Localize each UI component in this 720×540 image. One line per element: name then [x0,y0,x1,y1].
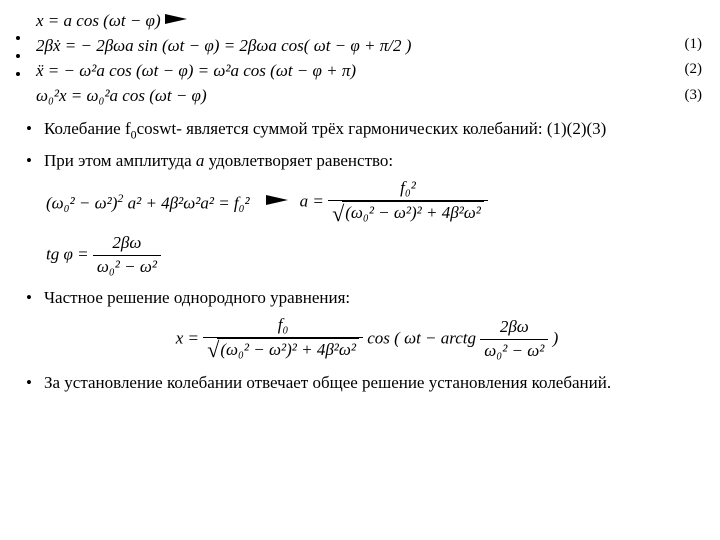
eq-label-3: (3) [685,85,703,105]
tg-num: 2βω [93,232,161,256]
equation-1: 2βẋ = − 2βωa sin (ωt − φ) = 2βωa cos( ωt… [36,35,690,58]
eq-label-1: (1) [685,34,703,54]
equation-2-text: ẍ = − ω²a cos (ωt − φ) = ω²a cos (ωt − φ… [36,60,356,83]
amplitude-formula: (ω₀² − ω²)2 a² + 4β²ω²a² = f₀² a = f₀² √… [46,177,690,279]
arrow-icon [165,10,187,33]
bullet-homogeneous: Частное решение однородного уравнения: x… [44,287,690,365]
bullet-homogeneous-text: Частное решение однородного уравнения: [44,288,350,307]
tg-phi: tg φ = 2βω ω₀² − ω² [46,232,161,279]
sol-arctg-num: 2βω [480,316,548,340]
eq-sign: = [73,244,93,263]
tg-den: ω₀² − ω² [93,256,161,279]
amp-frac-num: f₀² [328,177,488,201]
sol-x: x = [176,328,204,347]
sol-cos-a: cos ( ωt − arctg [367,328,480,347]
tiny-bullets [16,36,20,90]
equation-labels: (1) (2) (3) [685,34,703,110]
sol-num: f₀ [203,314,363,338]
amp-eq-left-2: a² + 4β²ω²a² = f₀² [123,193,249,212]
equations-block: x = a cos (ωt − φ) 2βẋ = − 2βωa sin (ωt … [16,10,690,108]
amp-eq-left: (ω₀² − ω²)2 a² + 4β²ω²a² = f₀² [46,190,250,216]
equation-2: ẍ = − ω²a cos (ωt − φ) = ω²a cos (ωt − φ… [36,60,690,83]
bullet-sum: Колебание f0coswt- является суммой трёх … [44,118,690,142]
sol-frac-arctg: 2βω ω₀² − ω² [480,316,548,363]
eq-label-2: (2) [685,59,703,79]
a-letter: a [300,191,309,210]
amp-eq-left-1: (ω₀² − ω²) [46,193,117,212]
amp-solution: a = f₀² √(ω₀² − ω²)² + 4β²ω² [300,177,488,228]
sol-den: √(ω₀² − ω²)² + 4β²ω² [203,338,363,365]
equation-1-text: 2βẋ = − 2βωa sin (ωt − φ) = 2βωa cos( ωt… [36,35,411,58]
sol-arctg-den: ω₀² − ω² [480,340,548,363]
arrow-icon [266,191,288,214]
sol-den-rad: (ω₀² − ω²)² + 4β²ω² [217,338,359,362]
bullet-sum-text-a: Колебание f [44,119,131,138]
sol-frac-main: f₀ √(ω₀² − ω²)² + 4β²ω² [203,314,363,365]
amp-frac-den-rad: (ω₀² − ω²)² + 4β²ω² [342,201,484,225]
amp-frac: f₀² √(ω₀² − ω²)² + 4β²ω² [328,177,488,228]
bullet-amplitude: При этом амплитуда a удовлетворяет равен… [44,150,690,279]
bullet-sum-text-b: coswt- является суммой трёх гармонически… [137,119,607,138]
bullet-general: За установление колебании отвечает общее… [44,372,690,395]
eq-sign: = [308,191,328,210]
body-list: Колебание f0coswt- является суммой трёх … [16,118,690,396]
bullet-general-text: За установление колебании отвечает общее… [44,373,611,392]
solution-formula: x = f₀ √(ω₀² − ω²)² + 4β²ω² cos ( ωt − a… [44,314,690,365]
tg-label: tg φ [46,244,73,263]
tg-frac: 2βω ω₀² − ω² [93,232,161,279]
sol-close: ) [553,328,559,347]
amp-frac-den: √(ω₀² − ω²)² + 4β²ω² [328,201,488,228]
bullet-amp-text-b: удовлетворяет равенство: [204,151,393,170]
equation-0-text: x = a cos (ωt − φ) [36,10,161,33]
equation-3: ω₀²x = ω₀²a cos (ωt − φ) [36,85,690,108]
bullet-amp-text-a: При этом амплитуда [44,151,196,170]
equation-0: x = a cos (ωt − φ) [36,10,690,33]
page: x = a cos (ωt − φ) 2βẋ = − 2βωa sin (ωt … [0,0,720,411]
equation-3-text: ω₀²x = ω₀²a cos (ωt − φ) [36,85,207,108]
